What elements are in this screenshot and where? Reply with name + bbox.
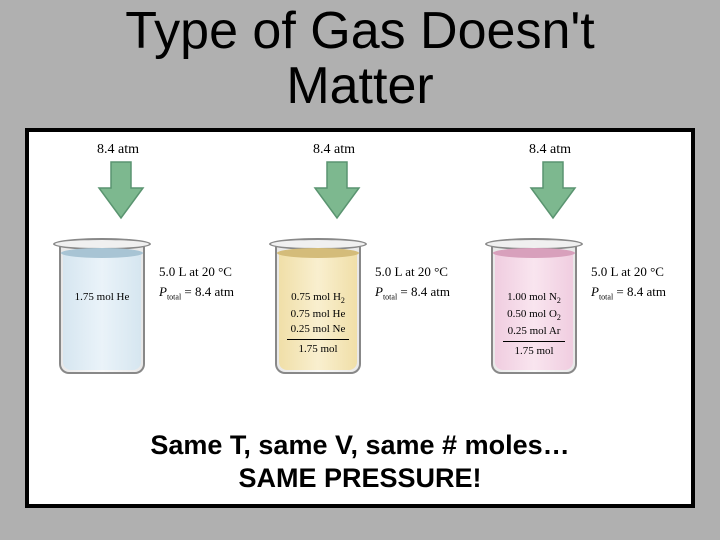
title-line-1: Type of Gas Doesn't bbox=[125, 2, 595, 60]
down-arrow-icon bbox=[313, 160, 361, 220]
diagram-panel: 8.4 atm 1.75 mol He 5.0 L at 20 °CPtotal … bbox=[25, 128, 695, 508]
conditions-label: 5.0 L at 20 °CPtotal = 8.4 atm bbox=[159, 262, 234, 303]
beaker: 1.75 mol He bbox=[51, 224, 153, 374]
pressure-label: 8.4 atm bbox=[529, 142, 571, 158]
gas-unit-1: 8.4 atm 0.75 mol H20.75 mol He0.25 mol N… bbox=[255, 142, 470, 422]
pressure-label: 8.4 atm bbox=[97, 142, 139, 158]
down-arrow-icon bbox=[97, 160, 145, 220]
beaker-contents-label: 0.75 mol H20.75 mol He0.25 mol Ne1.75 mo… bbox=[277, 290, 359, 357]
diagram-area: 8.4 atm 1.75 mol He 5.0 L at 20 °CPtotal … bbox=[39, 142, 681, 422]
conclusion-text: Same T, same V, same # moles… SAME PRESS… bbox=[29, 429, 691, 494]
gas-unit-0: 8.4 atm 1.75 mol He 5.0 L at 20 °CPtotal … bbox=[39, 142, 254, 422]
beaker-glass: 1.75 mol He bbox=[59, 244, 145, 374]
title-line-2: Matter bbox=[286, 57, 433, 115]
beaker-contents-label: 1.75 mol He bbox=[61, 290, 143, 305]
pressure-label: 8.4 atm bbox=[313, 142, 355, 158]
beaker-contents-label: 1.00 mol N20.50 mol O20.25 mol Ar1.75 mo… bbox=[493, 290, 575, 359]
down-arrow-icon bbox=[529, 160, 577, 220]
bottom-line-1: Same T, same V, same # moles… bbox=[150, 430, 569, 460]
conditions-label: 5.0 L at 20 °CPtotal = 8.4 atm bbox=[375, 262, 450, 303]
gas-surface bbox=[61, 248, 143, 258]
gas-fill bbox=[63, 252, 141, 370]
beaker-glass: 1.00 mol N20.50 mol O20.25 mol Ar1.75 mo… bbox=[491, 244, 577, 374]
beaker: 1.00 mol N20.50 mol O20.25 mol Ar1.75 mo… bbox=[483, 224, 585, 374]
beaker-glass: 0.75 mol H20.75 mol He0.25 mol Ne1.75 mo… bbox=[275, 244, 361, 374]
bottom-line-2: SAME PRESSURE! bbox=[238, 463, 481, 493]
main-title: Type of Gas Doesn't Matter bbox=[0, 0, 720, 113]
beaker: 0.75 mol H20.75 mol He0.25 mol Ne1.75 mo… bbox=[267, 224, 369, 374]
gas-surface bbox=[493, 248, 575, 258]
gas-unit-2: 8.4 atm 1.00 mol N20.50 mol O20.25 mol A… bbox=[471, 142, 686, 422]
conditions-label: 5.0 L at 20 °CPtotal = 8.4 atm bbox=[591, 262, 666, 303]
gas-surface bbox=[277, 248, 359, 258]
